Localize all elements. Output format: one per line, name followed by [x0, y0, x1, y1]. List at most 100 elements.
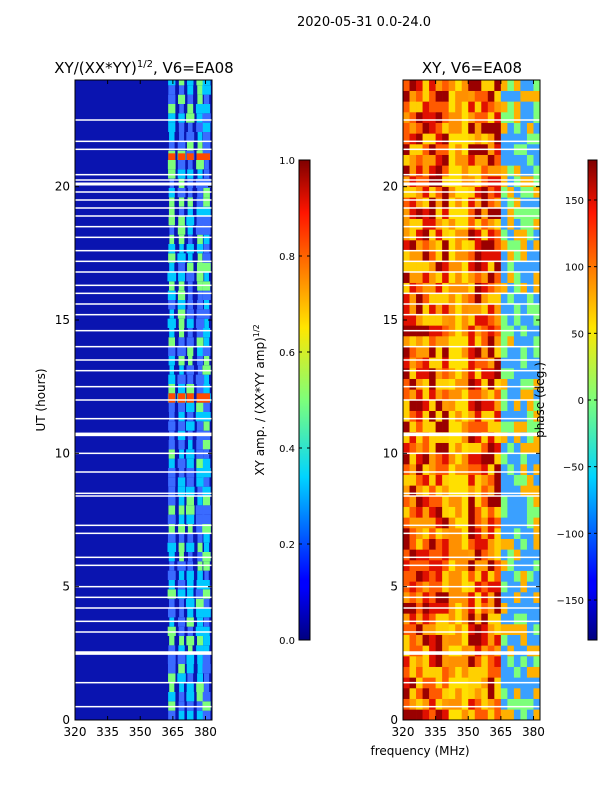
right-texture-cell — [520, 421, 528, 433]
right-texture-cell — [422, 101, 430, 113]
right-texture-cell — [487, 517, 495, 529]
right-texture-cell — [533, 357, 540, 369]
right-texture-cell — [422, 272, 430, 283]
right-texture-cell — [513, 154, 521, 166]
right-texture-cell — [442, 208, 449, 219]
right-texture-cell — [494, 453, 502, 465]
left-texture-cell — [187, 262, 194, 272]
right-texture-cell — [500, 506, 508, 518]
right-texture-cell — [481, 378, 489, 390]
right-texture-cell — [455, 336, 463, 347]
right-texture-cell — [520, 432, 528, 443]
x-tick-label: 380 — [522, 725, 545, 739]
left-texture-cell — [178, 272, 186, 282]
left-texture-cell — [186, 514, 195, 524]
flagged-row — [75, 620, 212, 623]
flagged-row — [75, 303, 212, 305]
right-texture-cell — [409, 613, 417, 625]
left-texture-cell — [187, 80, 194, 86]
right-texture-cell — [520, 688, 528, 699]
right-texture-cell — [487, 698, 495, 710]
right-texture-cell — [461, 474, 469, 486]
right-texture-cell — [474, 400, 482, 411]
y-tick-label: 5 — [62, 580, 70, 594]
figure-suptitle: 2020-05-31 0.0-24.0 — [297, 15, 431, 30]
right-texture-cell — [422, 453, 430, 465]
right-texture-cell — [526, 698, 534, 710]
right-texture-cell — [487, 272, 495, 283]
right-texture-cell — [416, 346, 423, 358]
left-texture-cell — [196, 197, 204, 207]
right-texture-cell — [429, 282, 436, 294]
right-texture-cell — [474, 656, 482, 667]
right-texture-cell — [435, 421, 443, 433]
right-texture-cell — [526, 549, 534, 561]
colorbar-tick-label: 0.2 — [279, 540, 295, 551]
right-texture-cell — [513, 218, 521, 230]
left-texture-cell — [177, 654, 186, 664]
right-texture-cell — [513, 368, 521, 379]
flagged-row — [403, 292, 540, 295]
right-texture-cell — [442, 709, 449, 720]
left-texture-cell — [177, 225, 186, 235]
right-texture-cell — [429, 197, 436, 209]
right-texture-cell — [494, 698, 502, 710]
right-texture-cell — [474, 176, 482, 187]
right-texture-cell — [500, 698, 508, 710]
right-texture-cell — [422, 432, 430, 443]
flagged-row — [403, 607, 540, 609]
right-texture-cell — [442, 688, 449, 699]
right-texture-cell — [442, 389, 449, 401]
right-texture-cell — [468, 410, 476, 422]
right-texture-cell — [435, 656, 443, 667]
right-texture-cell — [409, 688, 417, 699]
right-heatmap-cells — [403, 80, 540, 720]
left-texture-cell — [177, 160, 186, 170]
right-texture-cell — [409, 240, 417, 251]
left-heatmap-cells — [167, 80, 211, 720]
right-texture-cell — [435, 261, 443, 273]
right-texture-cell — [494, 176, 502, 187]
left-texture-cell — [186, 113, 195, 123]
right-texture-cell — [474, 368, 482, 379]
right-texture-cell — [474, 336, 482, 347]
left-texture-cell — [187, 673, 194, 683]
left-texture-cell — [178, 524, 185, 534]
right-texture-cell — [513, 400, 521, 411]
left-texture-cell — [178, 505, 185, 515]
right-texture-cell — [435, 666, 443, 678]
right-texture-cell — [416, 261, 423, 273]
right-texture-cell — [455, 101, 463, 113]
right-texture-cell — [526, 432, 534, 443]
right-texture-cell — [494, 613, 502, 625]
left-texture-cell — [178, 85, 185, 95]
right-texture-cell — [455, 368, 463, 379]
left-texture-cell — [179, 598, 184, 608]
right-texture-cell — [533, 709, 540, 720]
right-texture-cell — [455, 154, 463, 166]
right-texture-cell — [435, 709, 443, 720]
right-texture-cell — [409, 474, 417, 486]
right-texture-cell — [409, 293, 417, 305]
right-texture-cell — [435, 400, 443, 411]
left-texture-cell — [187, 104, 194, 114]
colorbar-amplitude-label: XY amp. / (XX*YY amp)1/2 — [252, 324, 267, 475]
right-texture-cell — [507, 282, 515, 294]
right-texture-cell — [448, 208, 456, 219]
left-texture-cell — [203, 94, 210, 104]
right-texture-cell — [481, 506, 489, 518]
right-texture-cell — [455, 90, 463, 102]
left-texture-cell — [197, 486, 203, 496]
right-texture-cell — [487, 101, 495, 113]
right-texture-cell — [422, 442, 430, 454]
y-tick-label: 0 — [390, 713, 398, 727]
right-texture-cell — [500, 496, 508, 507]
right-texture-cell — [533, 421, 540, 433]
right-texture-cell — [481, 261, 489, 273]
right-texture-cell — [409, 304, 417, 315]
right-texture-cell — [500, 80, 508, 91]
colorbar-phase-axis: −150 −100 −50 0 50 100 150 — [557, 196, 597, 607]
right-texture-cell — [474, 442, 482, 454]
right-texture-cell — [494, 549, 502, 561]
right-texture-cell — [409, 336, 417, 347]
